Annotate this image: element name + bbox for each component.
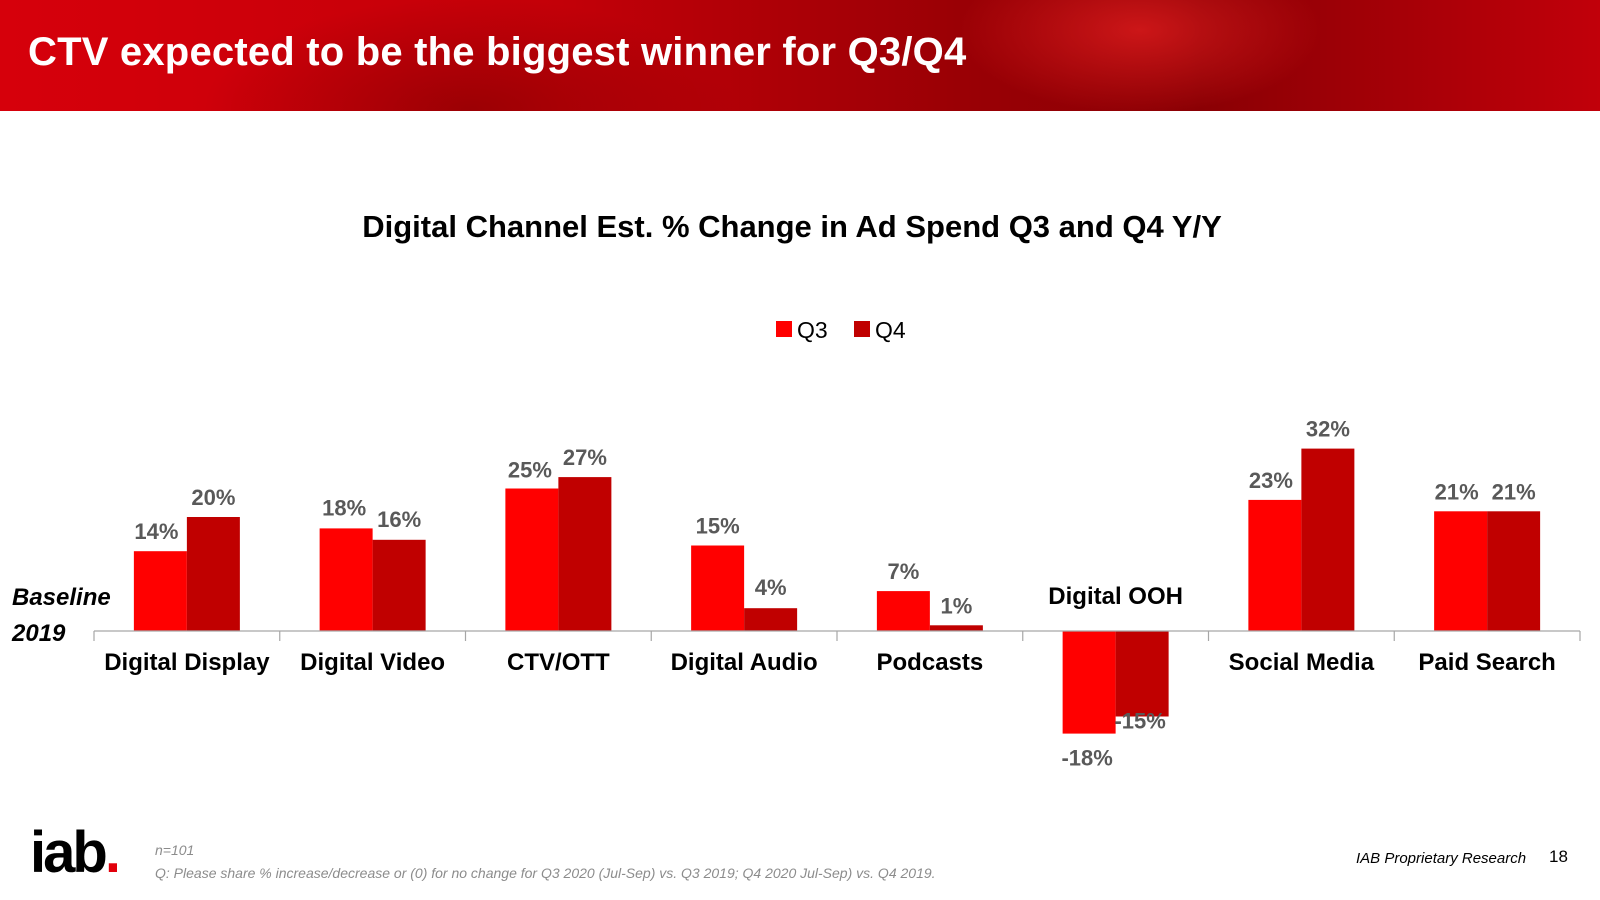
iab-logo-text: iab xyxy=(30,820,108,885)
bar-digital-video-q4 xyxy=(372,539,426,631)
iab-logo-dot: . xyxy=(104,820,121,885)
value-label-digital-ooh-q3: -18% xyxy=(1061,746,1112,771)
chart-title: Digital Channel Est. % Change in Ad Spen… xyxy=(362,209,1222,244)
value-label-digital-display-q3: 14% xyxy=(134,519,178,544)
bar-paid-search-q4 xyxy=(1487,511,1541,631)
category-label-digital-ooh: Digital OOH xyxy=(1048,583,1183,610)
legend-label-q3: Q3 xyxy=(797,317,828,343)
chart-legend: Q3 Q4 xyxy=(776,317,906,343)
value-label-digital-video-q4: 16% xyxy=(377,507,421,532)
legend-label-q4: Q4 xyxy=(875,317,906,343)
category-label-digital-display: Digital Display xyxy=(104,649,270,676)
bar-digital-audio-q4 xyxy=(744,608,798,631)
category-label-paid-search: Paid Search xyxy=(1418,649,1555,676)
value-label-social-media-q4: 32% xyxy=(1306,417,1350,442)
category-labels: Digital Display Digital Video CTV/OTT Digit… xyxy=(104,583,1556,676)
legend-swatch-q4 xyxy=(854,321,870,337)
value-label-digital-audio-q4: 4% xyxy=(755,575,787,600)
value-label-ctv-ott-q3: 25% xyxy=(508,458,552,483)
x-axis xyxy=(93,630,1581,641)
value-label-podcasts-q4: 1% xyxy=(940,593,972,618)
sample-size-note: n=101 xyxy=(155,842,195,858)
bar-digital-ooh-q4 xyxy=(1115,631,1169,717)
value-label-paid-search-q3: 21% xyxy=(1435,479,1479,504)
category-label-digital-video: Digital Video xyxy=(300,649,445,676)
category-label-podcasts: Podcasts xyxy=(877,649,984,676)
source-label: IAB Proprietary Research xyxy=(1356,850,1527,867)
bar-digital-display-q3 xyxy=(133,551,187,631)
bar-digital-video-q3 xyxy=(319,528,373,631)
header-banner: CTV expected to be the biggest winner fo… xyxy=(0,0,1600,111)
value-label-ctv-ott-q4: 27% xyxy=(563,445,607,470)
baseline-label-line2: 2019 xyxy=(11,620,66,647)
bar-social-media-q3 xyxy=(1248,499,1302,631)
bar-group xyxy=(133,448,1541,734)
value-label-social-media-q3: 23% xyxy=(1249,468,1293,493)
value-label-paid-search-q4: 21% xyxy=(1492,479,1536,504)
bar-paid-search-q3 xyxy=(1434,511,1488,631)
bar-digital-audio-q3 xyxy=(691,545,745,631)
bar-podcasts-q4 xyxy=(929,625,983,631)
bar-podcasts-q3 xyxy=(876,591,930,631)
baseline-label-line1: Baseline xyxy=(12,584,111,611)
bar-social-media-q4 xyxy=(1301,448,1355,631)
iab-logo: iab. xyxy=(30,824,121,882)
bar-ctv-ott-q3 xyxy=(505,488,559,631)
category-label-ctv-ott: CTV/OTT xyxy=(507,649,610,676)
survey-question-note: Q: Please share % increase/decrease or (… xyxy=(155,865,936,881)
bar-ctv-ott-q4 xyxy=(558,477,612,631)
bar-digital-display-q4 xyxy=(186,517,240,631)
category-label-digital-audio: Digital Audio xyxy=(671,649,818,676)
category-label-social-media: Social Media xyxy=(1229,649,1375,676)
legend-swatch-q3 xyxy=(776,321,792,337)
bar-digital-ooh-q3 xyxy=(1062,631,1116,734)
value-label-digital-video-q3: 18% xyxy=(322,495,366,520)
value-label-digital-ooh-q4: -15% xyxy=(1114,709,1165,734)
value-labels: 14% 20% 18% 16% 25% 27% 15% 4% 7% 1% -18%-15% 23% 32… xyxy=(134,417,1535,771)
slide-title: CTV expected to be the biggest winner fo… xyxy=(28,30,967,74)
value-label-digital-audio-q3: 15% xyxy=(696,514,740,539)
page-number: 18 xyxy=(1549,847,1568,866)
value-label-digital-display-q4: 20% xyxy=(191,485,235,510)
value-label-podcasts-q3: 7% xyxy=(887,559,919,584)
